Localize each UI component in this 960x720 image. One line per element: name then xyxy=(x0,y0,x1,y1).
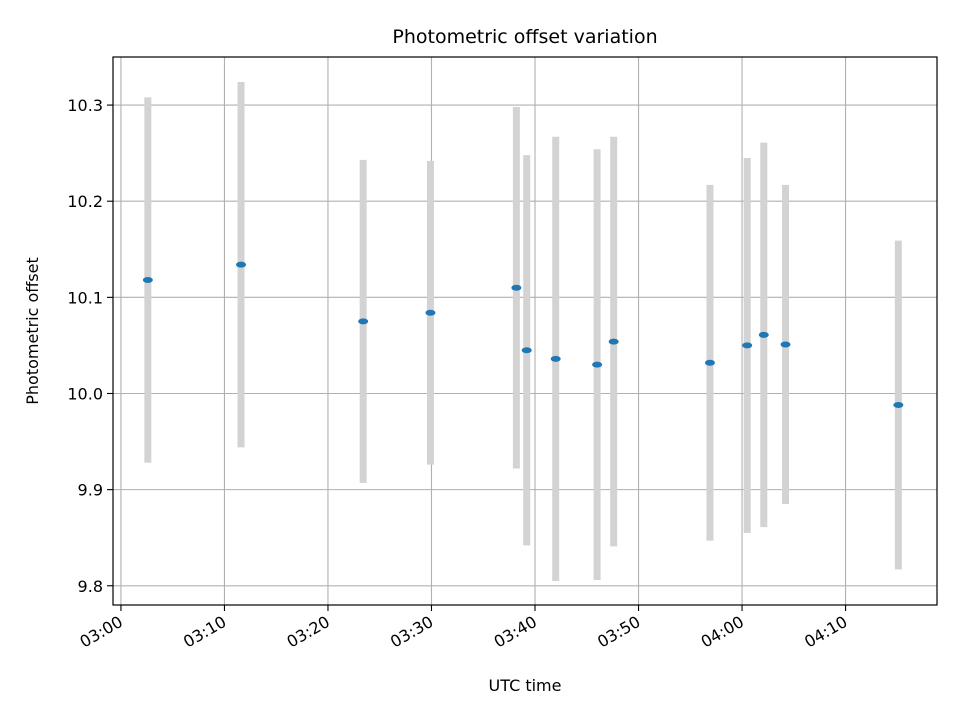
data-point xyxy=(236,261,247,268)
x-axis-label: UTC time xyxy=(489,676,562,695)
data-point xyxy=(592,361,603,368)
data-point xyxy=(142,277,153,284)
data-point xyxy=(511,284,522,291)
y-tick-label: 9.8 xyxy=(78,577,103,596)
data-point xyxy=(780,341,791,348)
y-tick-label: 10.2 xyxy=(67,192,103,211)
y-axis-ticks: 9.8 9.9 10.0 10.1 10.2 10.3 xyxy=(67,96,113,596)
y-axis-label: Photometric offset xyxy=(23,257,42,405)
y-tick-label: 10.3 xyxy=(67,96,103,115)
data-point xyxy=(608,338,619,345)
data-point xyxy=(758,331,769,338)
y-tick-label: 10.1 xyxy=(67,288,103,307)
y-tick-label: 9.9 xyxy=(78,481,103,500)
data-point xyxy=(893,402,904,409)
data-point xyxy=(704,359,715,366)
data-point xyxy=(550,355,561,362)
data-point xyxy=(358,318,369,325)
y-tick-label: 10.0 xyxy=(67,384,103,403)
plot-frame xyxy=(112,56,938,606)
data-points xyxy=(142,261,904,409)
data-point xyxy=(742,342,753,349)
data-point xyxy=(521,347,532,354)
chart-title: Photometric offset variation xyxy=(392,26,657,48)
data-point xyxy=(425,309,436,316)
